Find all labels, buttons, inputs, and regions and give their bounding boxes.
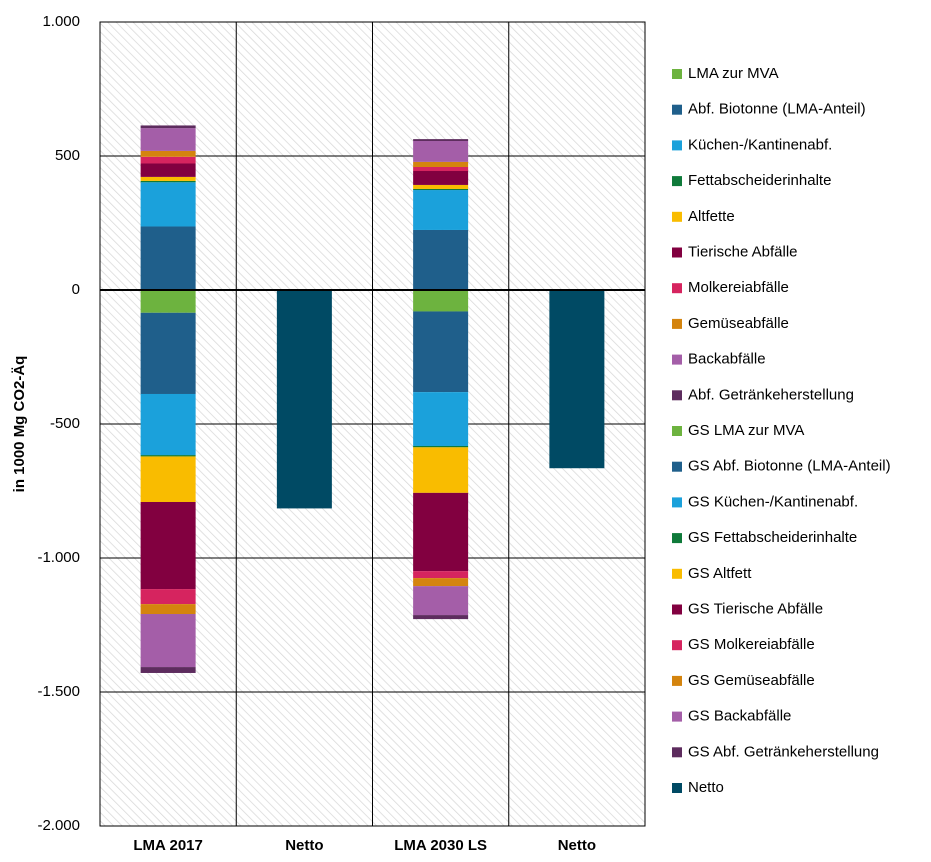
bar-segment bbox=[140, 501, 196, 590]
bar-segment bbox=[140, 290, 196, 313]
legend-swatch bbox=[672, 140, 682, 151]
legend-label: Backabfälle bbox=[688, 351, 766, 368]
bar-segment bbox=[413, 311, 469, 393]
legend-label: GS Küchen-/Kantinenabf. bbox=[688, 493, 858, 510]
legend-swatch bbox=[672, 426, 682, 436]
bar-segment bbox=[140, 163, 196, 177]
legend-swatch bbox=[672, 318, 682, 329]
bar-segment bbox=[413, 171, 469, 185]
legend-label: GS Abf. Biotonne (LMA-Anteil) bbox=[688, 458, 891, 475]
legend-label: Abf. Biotonne (LMA-Anteil) bbox=[688, 101, 866, 118]
legend-label: GS Fettabscheiderinhalte bbox=[688, 529, 857, 546]
y-tick-label: 500 bbox=[55, 147, 80, 164]
bar-segment bbox=[140, 226, 196, 290]
bar-segment bbox=[140, 176, 196, 181]
legend-swatch bbox=[672, 247, 682, 258]
bar-segment bbox=[413, 140, 469, 162]
legend-swatch bbox=[672, 283, 682, 294]
bar-segment bbox=[140, 589, 196, 605]
legend-label: GS Gemüseabfälle bbox=[688, 672, 815, 689]
bar-segment bbox=[140, 182, 196, 227]
bar-segment bbox=[140, 180, 196, 183]
bar-segment bbox=[140, 455, 196, 457]
legend-swatch bbox=[672, 69, 682, 79]
legend-label: GS Altfett bbox=[688, 565, 752, 582]
legend-label: GS Abf. Getränkeherstellung bbox=[688, 743, 879, 760]
bar-segment bbox=[140, 156, 196, 164]
legend-swatch bbox=[672, 604, 682, 615]
bar-segment bbox=[413, 161, 469, 167]
legend-swatch bbox=[672, 354, 682, 365]
legend-label: Altfette bbox=[688, 208, 735, 225]
bar-segment bbox=[140, 604, 196, 615]
bar-segment bbox=[413, 447, 469, 493]
legend-swatch bbox=[672, 176, 682, 187]
legend-swatch bbox=[672, 711, 682, 722]
bar-segment bbox=[140, 150, 196, 157]
legend-swatch bbox=[672, 640, 682, 651]
legend-label: GS Backabfälle bbox=[688, 708, 791, 725]
legend-swatch bbox=[672, 211, 682, 222]
legend-label: Küchen-/Kantinenabf. bbox=[688, 136, 832, 153]
bar-segment bbox=[140, 128, 196, 151]
bar-segment bbox=[140, 393, 196, 456]
x-tick-label: LMA 2030 LS bbox=[394, 837, 487, 854]
bar-segment bbox=[413, 139, 469, 141]
legend-label: Fettabscheiderinhalte bbox=[688, 172, 831, 189]
x-tick-label: Netto bbox=[558, 837, 596, 854]
legend-label: Tierische Abfälle bbox=[688, 243, 798, 260]
bar-segment bbox=[549, 290, 605, 469]
legend-swatch bbox=[672, 461, 682, 472]
y-axis-label: in 1000 Mg CO2-Äq bbox=[11, 356, 28, 493]
legend-swatch bbox=[672, 104, 682, 115]
legend-label: Gemüseabfälle bbox=[688, 315, 789, 332]
legend-label: Netto bbox=[688, 779, 724, 796]
bar-segment bbox=[276, 290, 332, 509]
legend-label: Molkereiabfälle bbox=[688, 279, 789, 296]
legend-swatch bbox=[672, 533, 682, 544]
bar-segment bbox=[413, 188, 469, 191]
y-tick-label: -2.000 bbox=[37, 817, 80, 834]
bar-segment bbox=[413, 166, 469, 172]
bar-segment bbox=[140, 312, 196, 394]
y-tick-label: -1.500 bbox=[37, 683, 80, 700]
bar-segment bbox=[413, 229, 469, 290]
bar-segment bbox=[140, 125, 196, 129]
bar-segment bbox=[413, 392, 469, 446]
bar-segment bbox=[413, 578, 469, 587]
y-tick-label: 1.000 bbox=[42, 13, 80, 30]
legend-label: GS LMA zur MVA bbox=[688, 422, 804, 439]
legend-label: Abf. Getränkeherstellung bbox=[688, 386, 854, 403]
legend-label: GS Tierische Abfälle bbox=[688, 600, 823, 617]
legend-swatch bbox=[672, 747, 682, 758]
bar-segment bbox=[413, 190, 469, 230]
x-tick-label: Netto bbox=[285, 837, 323, 854]
bar-segment bbox=[140, 456, 196, 502]
bar-segment bbox=[413, 586, 469, 616]
bar-segment bbox=[413, 445, 469, 448]
y-tick-label: -500 bbox=[50, 415, 80, 432]
legend-swatch bbox=[672, 675, 682, 686]
legend-label: LMA zur MVA bbox=[688, 65, 779, 82]
bar-segment bbox=[413, 184, 469, 189]
legend-label: GS Molkereiabfälle bbox=[688, 636, 815, 653]
y-tick-label: 0 bbox=[72, 281, 80, 298]
legend-swatch bbox=[672, 568, 682, 579]
legend-swatch bbox=[672, 390, 682, 401]
x-tick-label: LMA 2017 bbox=[133, 837, 202, 854]
bar-segment bbox=[413, 571, 469, 579]
bar-segment bbox=[413, 492, 469, 572]
y-tick-label: -1.000 bbox=[37, 549, 80, 566]
legend-swatch bbox=[672, 783, 682, 793]
bar-segment bbox=[140, 667, 196, 673]
legend-swatch bbox=[672, 497, 682, 508]
bar-segment bbox=[413, 615, 469, 620]
bar-segment bbox=[140, 614, 196, 668]
bar-segment bbox=[413, 290, 469, 312]
